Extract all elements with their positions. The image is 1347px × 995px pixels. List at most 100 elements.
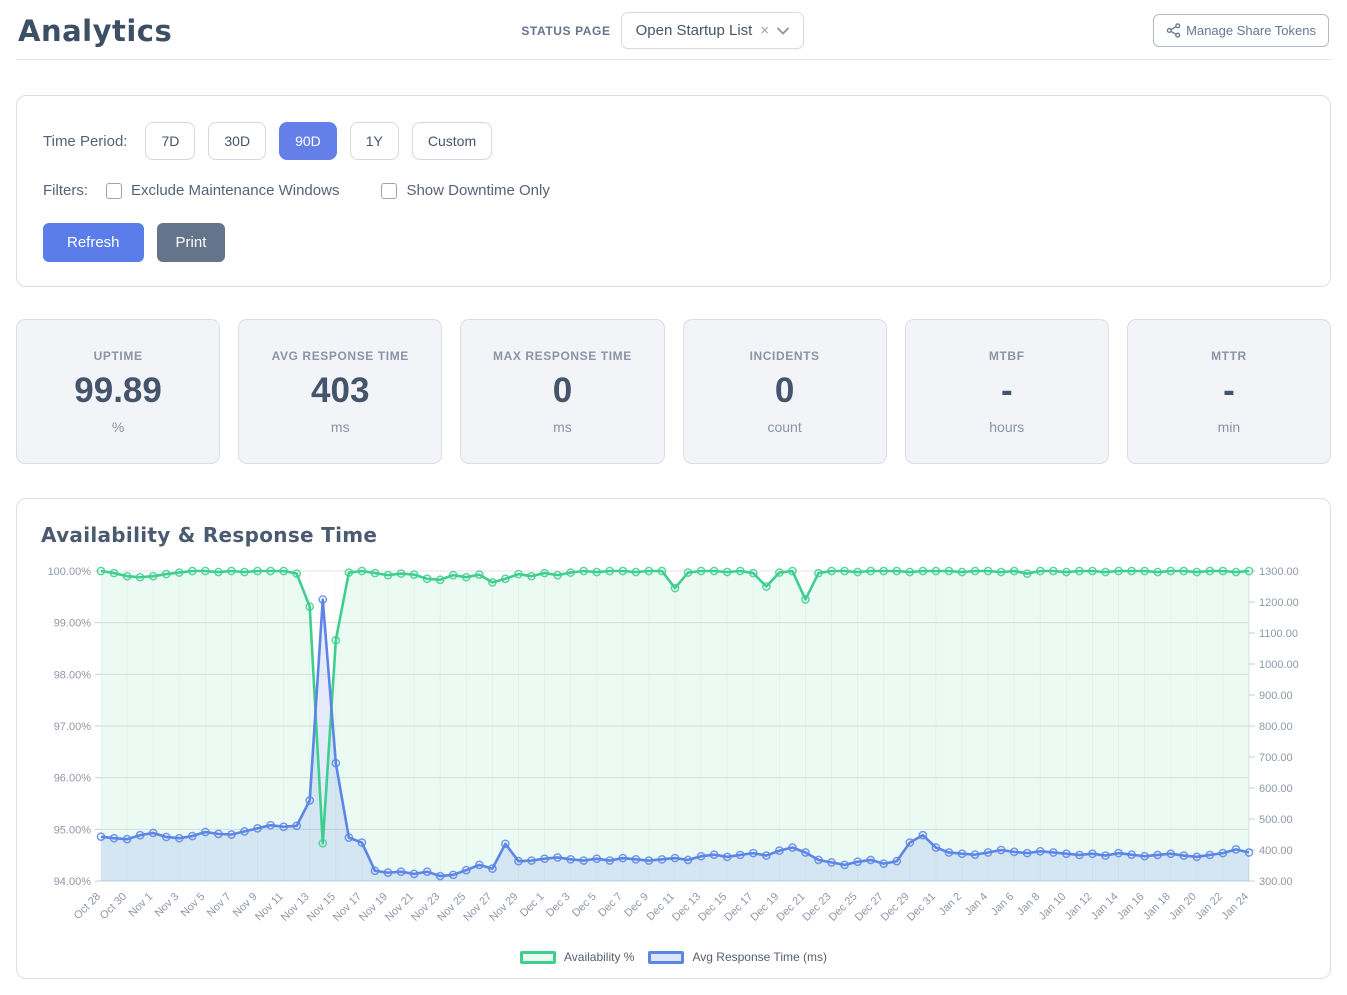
svg-text:Dec 17: Dec 17	[722, 891, 755, 924]
stat-label: MTTR	[1211, 348, 1247, 363]
legend-item-availability: Availability %	[520, 950, 634, 964]
svg-text:Nov 1: Nov 1	[126, 891, 155, 920]
header: Analytics STATUS PAGE Open Startup List …	[0, 0, 1347, 59]
filter-panel: Time Period: 7D 30D 90D 1Y Custom Filter…	[16, 95, 1331, 287]
svg-text:Dec 1: Dec 1	[518, 891, 547, 920]
svg-text:96.00%: 96.00%	[54, 773, 92, 785]
svg-text:Nov 21: Nov 21	[383, 891, 416, 924]
stat-value: 0	[774, 370, 795, 410]
manage-share-tokens-label: Manage Share Tokens	[1186, 23, 1316, 38]
status-page-select[interactable]: Open Startup List ×	[620, 12, 805, 49]
status-page-label: STATUS PAGE	[521, 23, 611, 38]
svg-text:100.00%: 100.00%	[48, 566, 92, 578]
stat-value: -	[1223, 370, 1235, 410]
svg-text:Jan 10: Jan 10	[1037, 891, 1069, 923]
time-period-7d-button[interactable]: 7D	[145, 122, 196, 160]
stat-unit: ms	[553, 418, 572, 435]
checkbox-icon[interactable]	[106, 182, 122, 199]
svg-text:Oct 30: Oct 30	[98, 891, 129, 922]
svg-text:Jan 4: Jan 4	[963, 891, 991, 919]
time-period-1y-button[interactable]: 1Y	[349, 122, 399, 160]
svg-text:Nov 23: Nov 23	[409, 891, 442, 924]
svg-text:Oct 28: Oct 28	[72, 891, 103, 922]
time-period-30d-button[interactable]: 30D	[208, 122, 267, 160]
stat-value: 403	[311, 370, 370, 410]
stat-card-mttr: MTTR - min	[1126, 319, 1332, 464]
svg-text:Jan 6: Jan 6	[989, 891, 1017, 919]
svg-text:Dec 15: Dec 15	[696, 891, 729, 924]
stat-label: AVG RESPONSE TIME	[271, 348, 409, 363]
chart-title: Availability & Response Time	[41, 523, 378, 547]
svg-text:Dec 29: Dec 29	[879, 891, 912, 924]
svg-text:Dec 13: Dec 13	[670, 891, 703, 924]
stat-unit: hours	[989, 418, 1025, 435]
chevron-down-icon	[777, 27, 789, 35]
chart-panel: Availability & Response Time 100.00% 99.0…	[16, 498, 1331, 979]
svg-text:Dec 5: Dec 5	[570, 891, 599, 920]
svg-text:1300.00: 1300.00	[1259, 566, 1299, 578]
svg-text:Jan 18: Jan 18	[1141, 891, 1173, 923]
svg-text:1100.00: 1100.00	[1259, 628, 1298, 640]
svg-text:Dec 21: Dec 21	[774, 891, 807, 924]
svg-text:400.00: 400.00	[1259, 845, 1293, 857]
show-downtime-label: Show Downtime Only	[406, 182, 550, 199]
response-time-swatch-icon	[648, 950, 685, 964]
clear-selection-icon[interactable]: ×	[760, 22, 770, 39]
svg-text:Dec 31: Dec 31	[905, 891, 938, 924]
stat-unit: count	[767, 418, 802, 435]
svg-text:Nov 29: Nov 29	[487, 891, 520, 924]
svg-text:Jan 2: Jan 2	[937, 891, 965, 919]
refresh-button[interactable]: Refresh	[43, 223, 144, 262]
stat-unit: min	[1217, 418, 1241, 435]
checkbox-icon[interactable]	[381, 182, 398, 199]
svg-text:Jan 14: Jan 14	[1089, 891, 1121, 923]
availability-response-chart: 100.00% 99.00% 98.00% 97.00% 96.00% 95.00% 94.…	[48, 566, 1299, 924]
svg-text:Jan 16: Jan 16	[1115, 891, 1147, 923]
svg-text:Nov 27: Nov 27	[461, 891, 494, 924]
exclude-maintenance-label: Exclude Maintenance Windows	[131, 182, 340, 199]
time-period-label: Time Period:	[43, 132, 128, 150]
svg-text:Jan 24: Jan 24	[1219, 891, 1251, 923]
svg-text:Jan 22: Jan 22	[1193, 891, 1225, 923]
svg-text:900.00: 900.00	[1259, 690, 1293, 702]
svg-text:Dec 3: Dec 3	[544, 891, 573, 920]
svg-text:Nov 7: Nov 7	[205, 891, 234, 920]
print-button[interactable]: Print	[156, 223, 226, 262]
manage-share-tokens-button[interactable]: Manage Share Tokens	[1153, 14, 1329, 47]
svg-text:Jan 12: Jan 12	[1063, 891, 1095, 923]
stat-unit: %	[111, 418, 125, 435]
svg-text:98.00%: 98.00%	[54, 669, 92, 681]
svg-text:97.00%: 97.00%	[54, 721, 92, 733]
show-downtime-checkbox[interactable]: Show Downtime Only	[381, 182, 550, 199]
stat-value: -	[1000, 370, 1013, 410]
stat-card-uptime: UPTIME 99.89 %	[16, 319, 221, 464]
exclude-maintenance-checkbox[interactable]: Exclude Maintenance Windows	[106, 182, 339, 199]
stat-card-max-response: MAX RESPONSE TIME 0 ms	[460, 319, 665, 464]
status-page-selected-value: Open Startup List	[635, 22, 753, 39]
stat-unit: ms	[330, 418, 350, 435]
chart-legend: Availability % Avg Response Time (ms)	[41, 950, 1306, 964]
stat-label: UPTIME	[93, 348, 143, 363]
svg-text:600.00: 600.00	[1259, 783, 1293, 795]
filters-label: Filters:	[43, 182, 88, 199]
svg-text:Nov 13: Nov 13	[279, 891, 312, 924]
stats-row: UPTIME 99.89 % AVG RESPONSE TIME 403 ms …	[16, 319, 1332, 464]
time-period-custom-button[interactable]: Custom	[411, 122, 493, 160]
stat-label: INCIDENTS	[749, 348, 820, 363]
svg-text:99.00%: 99.00%	[54, 618, 92, 630]
legend-item-response-time: Avg Response Time (ms)	[648, 950, 827, 964]
stat-card-mtbf: MTBF - hours	[904, 319, 1109, 464]
page-title: Analytics	[18, 13, 173, 48]
stat-card-incidents: INCIDENTS 0 count	[682, 319, 887, 464]
svg-text:Nov 17: Nov 17	[331, 891, 364, 924]
availability-swatch-icon	[520, 950, 556, 964]
legend-label: Availability %	[564, 950, 635, 964]
svg-text:95.00%: 95.00%	[54, 824, 92, 836]
stat-label: MAX RESPONSE TIME	[492, 348, 632, 363]
svg-text:1200.00: 1200.00	[1259, 597, 1299, 609]
svg-text:Nov 25: Nov 25	[435, 891, 468, 924]
svg-text:Nov 19: Nov 19	[357, 891, 390, 924]
time-period-90d-button[interactable]: 90D	[279, 122, 337, 160]
svg-text:Nov 15: Nov 15	[305, 891, 338, 924]
stat-value: 0	[552, 370, 573, 410]
